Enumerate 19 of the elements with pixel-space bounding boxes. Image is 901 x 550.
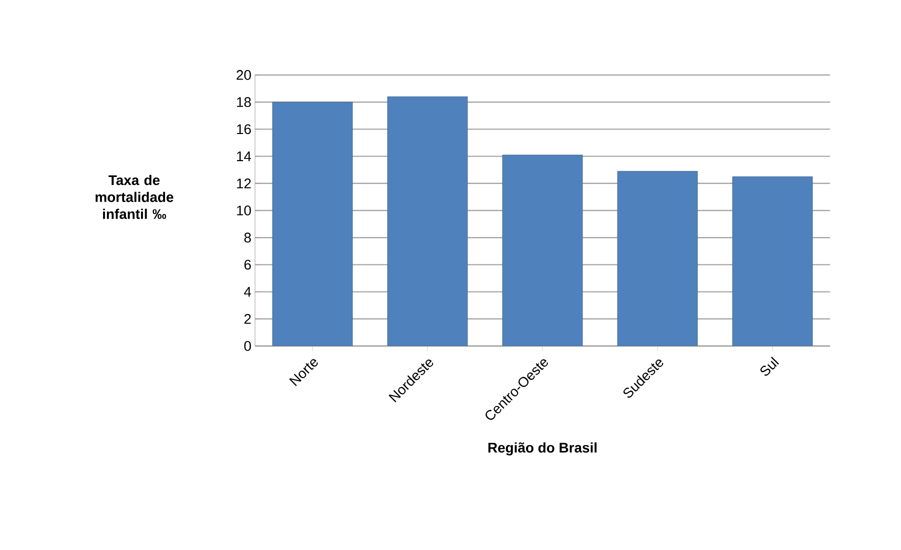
y-tick-label: 2	[244, 314, 251, 324]
y-tick-label: 14	[237, 152, 252, 162]
bar	[387, 96, 468, 346]
y-axis-title: Taxa de mortalidade infantil ‰	[96, 174, 174, 220]
y-tick-label: 8	[244, 232, 251, 243]
y-tick-label: 10	[237, 206, 251, 216]
y-tick-label: 16	[237, 124, 251, 134]
bar	[732, 176, 813, 346]
y-tick-label: 12	[237, 178, 251, 188]
bar	[502, 154, 583, 346]
y-tick-label: 4	[244, 287, 252, 297]
x-axis-title: Região do Brasil	[488, 442, 597, 456]
y-tick-label: 6	[244, 260, 251, 270]
x-tick-label: Sul	[760, 356, 779, 376]
y-tick-label: 0	[244, 341, 251, 351]
bar	[272, 102, 353, 346]
y-tick-label: 20	[236, 70, 251, 80]
bar	[617, 171, 698, 346]
y-tick-label: 18	[237, 97, 251, 108]
